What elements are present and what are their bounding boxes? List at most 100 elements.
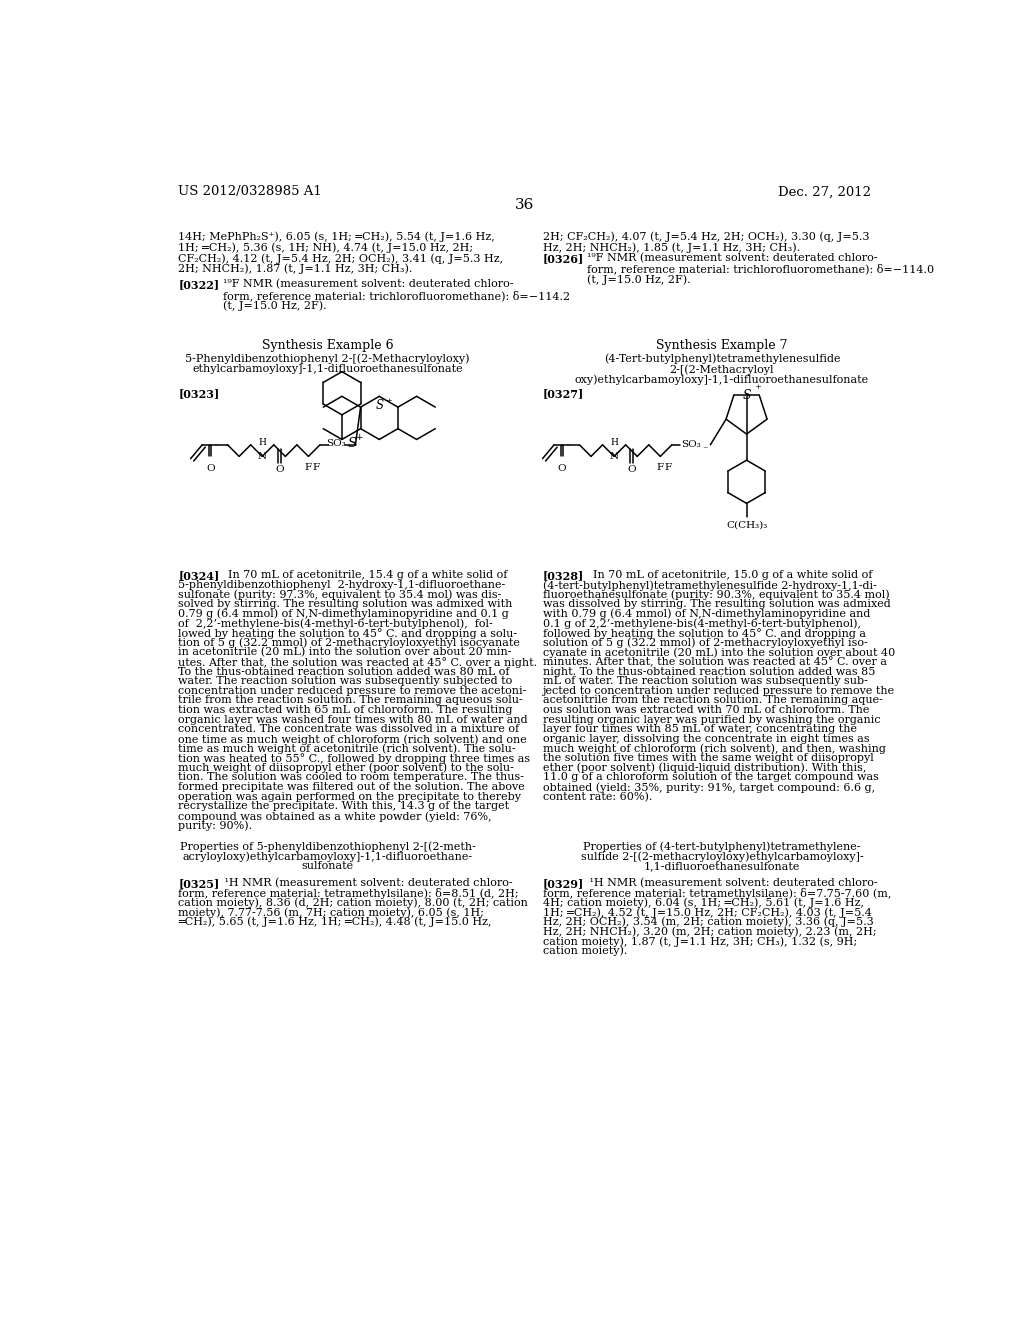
- Text: cation moiety).: cation moiety).: [543, 945, 627, 956]
- Text: 4H; cation moiety), 6.04 (s, 1H; ═CH₂), 5.61 (t, J=1.6 Hz,: 4H; cation moiety), 6.04 (s, 1H; ═CH₂), …: [543, 898, 863, 908]
- Text: ¹H NMR (measurement solvent: deuterated chloro-: ¹H NMR (measurement solvent: deuterated …: [586, 878, 878, 888]
- Text: compound was obtained as a white powder (yield: 76%,: compound was obtained as a white powder …: [178, 810, 492, 821]
- Text: [0328]: [0328]: [543, 570, 584, 581]
- Text: [0326]: [0326]: [543, 253, 584, 264]
- Text: In 70 mL of acetonitrile, 15.0 g of a white solid of: In 70 mL of acetonitrile, 15.0 g of a wh…: [586, 570, 872, 581]
- Text: solution of 5 g (32.2 mmol) of 2-methacryloyloxyethyl iso-: solution of 5 g (32.2 mmol) of 2-methacr…: [543, 638, 867, 648]
- Text: was dissolved by stirring. The resulting solution was admixed: was dissolved by stirring. The resulting…: [543, 599, 890, 610]
- Text: night. To the thus-obtained reaction solution added was 85: night. To the thus-obtained reaction sol…: [543, 667, 874, 677]
- Text: F: F: [312, 462, 319, 471]
- Text: [0323]: [0323]: [178, 388, 219, 399]
- Text: obtained (yield: 35%, purity: 91%, target compound: 6.6 g,: obtained (yield: 35%, purity: 91%, targe…: [543, 781, 874, 793]
- Text: the solution five times with the same weight of diisopropyl: the solution five times with the same we…: [543, 754, 873, 763]
- Text: In 70 mL of acetonitrile, 15.4 g of a white solid of: In 70 mL of acetonitrile, 15.4 g of a wh…: [221, 570, 508, 581]
- Text: 2H; NHCH₂), 1.87 (t, J=1.1 Hz, 3H; CH₃).: 2H; NHCH₂), 1.87 (t, J=1.1 Hz, 3H; CH₃).: [178, 264, 413, 275]
- Text: SO₃: SO₃: [326, 438, 346, 447]
- Text: [0325]: [0325]: [178, 878, 219, 890]
- Text: Hz, 2H; NHCH₂), 1.85 (t, J=1.1 Hz, 3H; CH₃).: Hz, 2H; NHCH₂), 1.85 (t, J=1.1 Hz, 3H; C…: [543, 243, 800, 253]
- Text: moiety), 7.77-7.56 (m, 7H; cation moiety), 6.05 (s, 1H;: moiety), 7.77-7.56 (m, 7H; cation moiety…: [178, 907, 484, 917]
- Text: Dec. 27, 2012: Dec. 27, 2012: [778, 185, 871, 198]
- Text: resulting organic layer was purified by washing the organic: resulting organic layer was purified by …: [543, 714, 881, 725]
- Text: Synthesis Example 6: Synthesis Example 6: [262, 339, 393, 352]
- Text: cation moiety), 8.36 (d, 2H; cation moiety), 8.00 (t, 2H; cation: cation moiety), 8.36 (d, 2H; cation moie…: [178, 898, 528, 908]
- Text: time as much weight of acetonitrile (rich solvent). The solu-: time as much weight of acetonitrile (ric…: [178, 743, 516, 754]
- Text: N: N: [258, 451, 267, 461]
- Text: +: +: [755, 383, 761, 391]
- Text: S: S: [375, 399, 383, 412]
- Text: in acetonitrile (20 mL) into the solution over about 20 min-: in acetonitrile (20 mL) into the solutio…: [178, 647, 512, 657]
- Text: Synthesis Example 7: Synthesis Example 7: [656, 339, 787, 352]
- Text: lowed by heating the solution to 45° C. and dropping a solu-: lowed by heating the solution to 45° C. …: [178, 628, 517, 639]
- Text: O: O: [275, 465, 284, 474]
- Text: To the thus-obtained reaction solution added was 80 mL of: To the thus-obtained reaction solution a…: [178, 667, 510, 677]
- Text: (4-Tert-butylphenyl)tetramethylenesulfide: (4-Tert-butylphenyl)tetramethylenesulfid…: [604, 354, 840, 364]
- Text: [0329]: [0329]: [543, 878, 584, 890]
- Text: O: O: [206, 465, 215, 473]
- Text: form, reference material: trichlorofluoromethane): δ=−114.0: form, reference material: trichlorofluor…: [587, 264, 934, 275]
- Text: [0322]: [0322]: [178, 280, 219, 290]
- Text: sulfonate (purity: 97.3%, equivalent to 35.4 mol) was dis-: sulfonate (purity: 97.3%, equivalent to …: [178, 590, 502, 601]
- Text: of  2,2’-methylene-bis(4-methyl-6-tert-butylphenol),  fol-: of 2,2’-methylene-bis(4-methyl-6-tert-bu…: [178, 619, 493, 630]
- Text: recrystallize the precipitate. With this, 14.3 g of the target: recrystallize the precipitate. With this…: [178, 801, 509, 812]
- Text: 1H; ═CH₂), 4.52 (t, J=15.0 Hz, 2H; CF₂CH₂), 4.03 (t, J=5.4: 1H; ═CH₂), 4.52 (t, J=15.0 Hz, 2H; CF₂CH…: [543, 907, 871, 917]
- Text: (t, J=15.0 Hz, 2F).: (t, J=15.0 Hz, 2F).: [223, 301, 327, 312]
- Text: cation moiety), 1.87 (t, J=1.1 Hz, 3H; CH₃), 1.32 (s, 9H;: cation moiety), 1.87 (t, J=1.1 Hz, 3H; C…: [543, 936, 857, 946]
- Text: form, reference material: tetramethylsilane): δ=7.75-7.60 (m,: form, reference material: tetramethylsil…: [543, 888, 891, 899]
- Text: F: F: [305, 462, 312, 471]
- Text: SO₃: SO₃: [681, 441, 700, 449]
- Text: 5-phenyldibenzothiophenyl  2-hydroxy-1,1-difluoroethane-: 5-phenyldibenzothiophenyl 2-hydroxy-1,1-…: [178, 579, 506, 590]
- Text: form, reference material: tetramethylsilane): δ=8.51 (d, 2H;: form, reference material: tetramethylsil…: [178, 888, 519, 899]
- Text: O: O: [558, 465, 566, 473]
- Text: layer four times with 85 mL of water, concentrating the: layer four times with 85 mL of water, co…: [543, 725, 856, 734]
- Text: ¹H NMR (measurement solvent: deuterated chloro-: ¹H NMR (measurement solvent: deuterated …: [221, 878, 513, 888]
- Text: H: H: [610, 438, 618, 447]
- Text: acryloyloxy)ethylcarbamoyloxy]-1,1-difluoroethane-: acryloyloxy)ethylcarbamoyloxy]-1,1-diflu…: [182, 851, 473, 862]
- Text: [0324]: [0324]: [178, 570, 219, 581]
- Text: Hz, 2H; NHCH₂), 3.20 (m, 2H; cation moiety), 2.23 (m, 2H;: Hz, 2H; NHCH₂), 3.20 (m, 2H; cation moie…: [543, 927, 877, 937]
- Text: purity: 90%).: purity: 90%).: [178, 821, 253, 832]
- Text: F: F: [665, 462, 672, 471]
- Text: 0.79 g (6.4 mmol) of N,N-dimethylaminopyridine and 0.1 g: 0.79 g (6.4 mmol) of N,N-dimethylaminopy…: [178, 609, 509, 619]
- Text: 14H; MePhPh₂S⁺), 6.05 (s, 1H; ═CH₂), 5.54 (t, J=1.6 Hz,: 14H; MePhPh₂S⁺), 6.05 (s, 1H; ═CH₂), 5.5…: [178, 231, 495, 242]
- Text: Properties of (4-tert-butylphenyl)tetramethylene-: Properties of (4-tert-butylphenyl)tetram…: [584, 842, 860, 853]
- Text: O: O: [627, 465, 636, 474]
- Text: mL of water. The reaction solution was subsequently sub-: mL of water. The reaction solution was s…: [543, 676, 867, 686]
- Text: tion. The solution was cooled to room temperature. The thus-: tion. The solution was cooled to room te…: [178, 772, 524, 783]
- Text: +: +: [355, 433, 362, 442]
- Text: formed precipitate was filtered out of the solution. The above: formed precipitate was filtered out of t…: [178, 781, 525, 792]
- Text: acetonitrile from the reaction solution. The remaining aque-: acetonitrile from the reaction solution.…: [543, 696, 883, 705]
- Text: concentration under reduced pressure to remove the acetoni-: concentration under reduced pressure to …: [178, 686, 526, 696]
- Text: Properties of 5-phenyldibenzothiophenyl 2-[(2-meth-: Properties of 5-phenyldibenzothiophenyl …: [180, 842, 475, 853]
- Text: trile from the reaction solution. The remaining aqueous solu-: trile from the reaction solution. The re…: [178, 696, 523, 705]
- Text: F: F: [656, 462, 664, 471]
- Text: S: S: [742, 389, 751, 403]
- Text: with 0.79 g (6.4 mmol) of N,N-dimethylaminopyridine and: with 0.79 g (6.4 mmol) of N,N-dimethylam…: [543, 609, 869, 619]
- Text: fluoroethanesulfonate (purity: 90.3%, equivalent to 35.4 mol): fluoroethanesulfonate (purity: 90.3%, eq…: [543, 590, 889, 601]
- Text: 2-[(2-Methacryloyl: 2-[(2-Methacryloyl: [670, 364, 774, 375]
- Text: organic layer, dissolving the concentrate in eight times as: organic layer, dissolving the concentrat…: [543, 734, 869, 744]
- Text: (4-tert-butylphenyl)tetramethylenesulfide 2-hydroxy-1,1-di-: (4-tert-butylphenyl)tetramethylenesulfid…: [543, 579, 877, 590]
- Text: ethylcarbamoyloxy]-1,1-difluoroethanesulfonate: ethylcarbamoyloxy]-1,1-difluoroethanesul…: [193, 364, 463, 374]
- Text: Hz, 2H; OCH₂), 3.54 (m, 2H; cation moiety), 3.36 (q, J=5.3: Hz, 2H; OCH₂), 3.54 (m, 2H; cation moiet…: [543, 917, 873, 928]
- Text: much weight of diisopropyl ether (poor solvent) to the solu-: much weight of diisopropyl ether (poor s…: [178, 763, 514, 774]
- Text: tion was heated to 55° C., followed by dropping three times as: tion was heated to 55° C., followed by d…: [178, 754, 530, 764]
- Text: form, reference material: trichlorofluoromethane): δ=−114.2: form, reference material: trichlorofluor…: [223, 290, 570, 301]
- Text: utes. After that, the solution was reacted at 45° C. over a night.: utes. After that, the solution was react…: [178, 657, 538, 668]
- Text: minutes. After that, the solution was reacted at 45° C. over a: minutes. After that, the solution was re…: [543, 657, 887, 668]
- Text: ¹⁹F NMR (measurement solvent: deuterated chloro-: ¹⁹F NMR (measurement solvent: deuterated…: [223, 280, 513, 289]
- Text: ⁻: ⁻: [701, 445, 708, 454]
- Text: H: H: [258, 438, 266, 447]
- Text: concentrated. The concentrate was dissolved in a mixture of: concentrated. The concentrate was dissol…: [178, 725, 519, 734]
- Text: followed by heating the solution to 45° C. and dropping a: followed by heating the solution to 45° …: [543, 628, 865, 639]
- Text: tion was extracted with 65 mL of chloroform. The resulting: tion was extracted with 65 mL of chlorof…: [178, 705, 513, 715]
- Text: [0327]: [0327]: [543, 388, 584, 399]
- Text: S: S: [348, 437, 356, 450]
- Text: +: +: [385, 397, 392, 405]
- Text: jected to concentration under reduced pressure to remove the: jected to concentration under reduced pr…: [543, 686, 895, 696]
- Text: cyanate in acetonitrile (20 mL) into the solution over about 40: cyanate in acetonitrile (20 mL) into the…: [543, 647, 895, 657]
- Text: ¹⁹F NMR (measurement solvent: deuterated chloro-: ¹⁹F NMR (measurement solvent: deuterated…: [587, 253, 878, 264]
- Text: 1,1-difluoroethanesulfonate: 1,1-difluoroethanesulfonate: [644, 861, 800, 871]
- Text: much weight of chloroform (rich solvent), and then, washing: much weight of chloroform (rich solvent)…: [543, 743, 886, 754]
- Text: C(CH₃)₃: C(CH₃)₃: [726, 520, 767, 529]
- Text: content rate: 60%).: content rate: 60%).: [543, 792, 652, 803]
